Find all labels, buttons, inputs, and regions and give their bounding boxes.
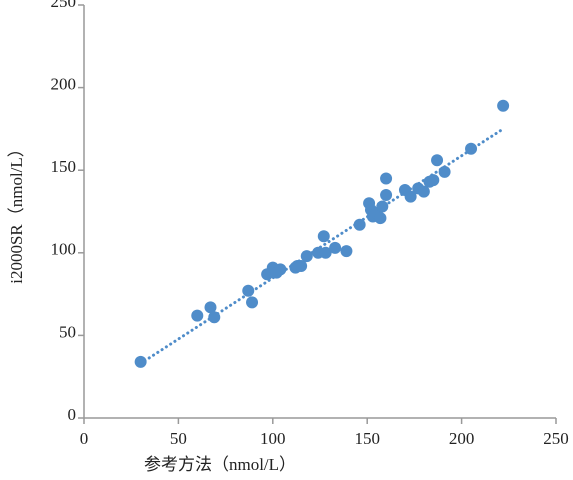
- point: [431, 154, 444, 167]
- x-tick-label: 250: [543, 429, 569, 448]
- y-tick-label: 100: [51, 240, 77, 259]
- point: [319, 246, 332, 259]
- point: [134, 355, 147, 368]
- x-axis-title: 参考方法（nmol/L）: [144, 455, 296, 474]
- point: [208, 311, 221, 324]
- point: [374, 212, 387, 225]
- y-tick-label: 200: [51, 75, 77, 94]
- point: [376, 200, 389, 213]
- point: [404, 190, 417, 203]
- point: [380, 188, 393, 201]
- x-tick-label: 150: [354, 429, 380, 448]
- y-tick-label: 50: [59, 322, 76, 341]
- point: [380, 172, 393, 185]
- x-tick-label: 50: [170, 429, 187, 448]
- point: [246, 296, 259, 309]
- point: [438, 165, 451, 178]
- x-tick-label: 100: [260, 429, 286, 448]
- x-tick-label: 0: [80, 429, 89, 448]
- point: [427, 174, 440, 187]
- point: [317, 230, 330, 243]
- trend-line: [139, 127, 505, 365]
- point: [340, 245, 353, 258]
- y-tick-label: 150: [51, 157, 77, 176]
- x-tick-label: 200: [449, 429, 475, 448]
- point: [497, 99, 510, 112]
- point: [204, 301, 217, 314]
- point: [295, 260, 308, 273]
- point: [353, 218, 366, 231]
- point: [191, 309, 204, 322]
- point: [274, 263, 287, 276]
- point: [465, 142, 478, 155]
- point: [242, 284, 255, 297]
- y-axis-title: i2000SR（nmol/L）: [7, 140, 26, 284]
- point: [300, 250, 313, 263]
- point: [417, 185, 430, 198]
- y-tick-label: 0: [68, 405, 77, 424]
- point: [329, 241, 342, 254]
- y-tick-label: 250: [51, 0, 77, 11]
